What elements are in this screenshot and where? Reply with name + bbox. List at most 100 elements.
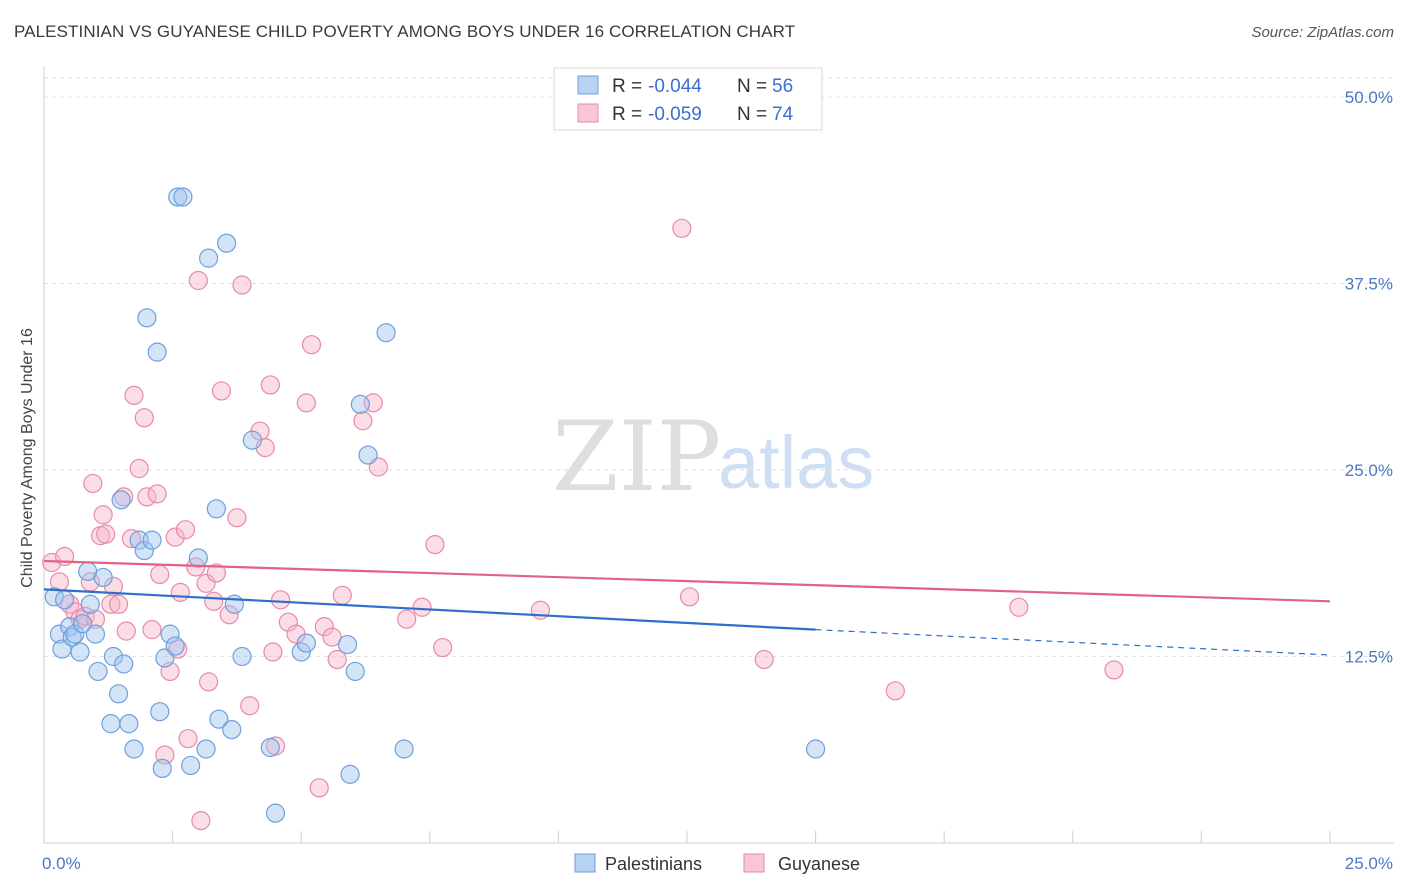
grid-lines	[44, 77, 1394, 657]
point-palestinians-55	[54, 590, 75, 610]
legend-r-label-palestinians: R =	[612, 76, 642, 97]
data-points	[42, 187, 1124, 831]
trend-line-palestinians	[43, 588, 816, 631]
legend-r-value-palestinians: -0.044	[648, 76, 702, 97]
legend-r-value-guyanese: -0.059	[648, 104, 702, 125]
series-legend-swatch-palestinians	[574, 853, 596, 873]
point-guyanese-31	[188, 270, 208, 291]
point-palestinians-6	[70, 642, 90, 662]
point-palestinians-39	[222, 720, 242, 740]
legend-swatch-guyanese	[577, 103, 599, 123]
point-guyanese-68	[1009, 597, 1029, 617]
point-guyanese-33	[196, 573, 216, 593]
series-legend-swatch-guyanese	[743, 853, 765, 873]
point-palestinians-11	[88, 661, 108, 682]
point-palestinians-19	[124, 739, 144, 759]
point-palestinians-35	[199, 248, 219, 268]
series-legend: Palestinians Guyanese	[574, 853, 860, 874]
y-tick-label-2: 37.5%	[1345, 275, 1393, 294]
point-palestinians-4	[62, 627, 82, 647]
watermark: ZIP atlas	[552, 401, 874, 513]
point-guyanese-21	[142, 620, 162, 640]
y-tick-label-1: 25.0%	[1345, 461, 1393, 480]
point-palestinians-13	[101, 714, 121, 734]
point-palestinians-28	[160, 624, 180, 644]
point-palestinians-54	[805, 739, 826, 759]
point-guyanese-32	[191, 811, 211, 831]
x-tick-label-1: 25.0%	[1345, 854, 1393, 873]
point-palestinians-12	[93, 567, 113, 588]
point-guyanese-17	[124, 385, 144, 405]
point-palestinians-33	[188, 548, 208, 568]
point-palestinians-43	[260, 737, 280, 758]
trend-lines	[43, 559, 1331, 656]
point-palestinians-46	[296, 633, 316, 653]
point-palestinians-37	[209, 709, 229, 729]
series-legend-label-guyanese: Guyanese	[778, 854, 860, 874]
legend-n-value-guyanese: 74	[772, 104, 794, 125]
point-palestinians-21	[134, 540, 154, 561]
watermark-zip: ZIP	[552, 401, 721, 513]
point-guyanese-14	[108, 594, 129, 614]
point-palestinians-23	[142, 530, 162, 550]
y-tick-label-3: 50.0%	[1345, 88, 1393, 107]
point-palestinians-52	[376, 323, 396, 343]
point-guyanese-18	[129, 458, 149, 479]
point-palestinians-41	[232, 646, 252, 667]
point-guyanese-49	[296, 393, 316, 413]
legend-swatch-palestinians	[577, 75, 599, 95]
point-guyanese-55	[332, 585, 352, 605]
point-guyanese-69	[1104, 660, 1124, 680]
point-guyanese-59	[397, 609, 417, 629]
point-guyanese-51	[309, 778, 329, 798]
point-guyanese-37	[211, 381, 232, 401]
series-legend-label-palestinians: Palestinians	[605, 854, 702, 874]
point-guyanese-11	[96, 524, 116, 544]
point-palestinians-53	[394, 739, 414, 759]
point-guyanese-56	[353, 411, 373, 431]
point-palestinians-50	[350, 394, 370, 414]
axes	[43, 66, 1394, 844]
point-guyanese-47	[278, 612, 298, 632]
point-guyanese-15	[114, 487, 134, 507]
point-palestinians-10	[85, 624, 106, 644]
point-palestinians-5	[65, 624, 85, 644]
point-guyanese-70	[263, 642, 283, 662]
point-palestinians-24	[147, 342, 167, 362]
point-guyanese-40	[232, 275, 252, 295]
point-guyanese-22	[147, 484, 167, 504]
point-palestinians-14	[103, 646, 124, 667]
legend-box	[553, 67, 823, 131]
point-palestinians-17	[114, 654, 134, 674]
point-palestinians-30	[168, 187, 188, 207]
point-guyanese-27	[170, 582, 190, 602]
point-guyanese-64	[672, 218, 692, 238]
point-guyanese-54	[327, 649, 347, 670]
source-credit: Source: ZipAtlas.com	[1251, 24, 1394, 41]
point-palestinians-45	[291, 642, 311, 662]
point-palestinians-34	[196, 739, 216, 759]
legend-r-label-guyanese: R =	[612, 104, 642, 125]
point-guyanese-66	[754, 649, 774, 670]
correlation-legend: R = -0.044 N = 56 R = -0.059 N = 74	[553, 67, 823, 131]
point-palestinians-16	[111, 490, 131, 510]
point-guyanese-39	[227, 508, 247, 528]
point-guyanese-23	[150, 564, 170, 585]
point-guyanese-62	[433, 637, 453, 658]
point-guyanese-29	[178, 728, 198, 749]
chart-title: PALESTINIAN VS GUYANESE CHILD POVERTY AM…	[14, 22, 796, 41]
point-guyanese-38	[219, 605, 239, 625]
point-guyanese-26	[165, 527, 185, 547]
point-guyanese-10	[93, 505, 113, 525]
point-guyanese-35	[204, 591, 224, 611]
point-guyanese-46	[271, 590, 291, 610]
y-tick-label-0: 12.5%	[1345, 648, 1393, 667]
point-palestinians-15	[108, 684, 129, 704]
point-palestinians-25	[150, 702, 170, 722]
trend-line-guyanese	[43, 559, 1331, 603]
point-guyanese-7	[83, 473, 103, 494]
point-guyanese-53	[322, 627, 342, 647]
legend-n-value-palestinians: 56	[772, 76, 793, 97]
point-guyanese-44	[260, 375, 280, 395]
